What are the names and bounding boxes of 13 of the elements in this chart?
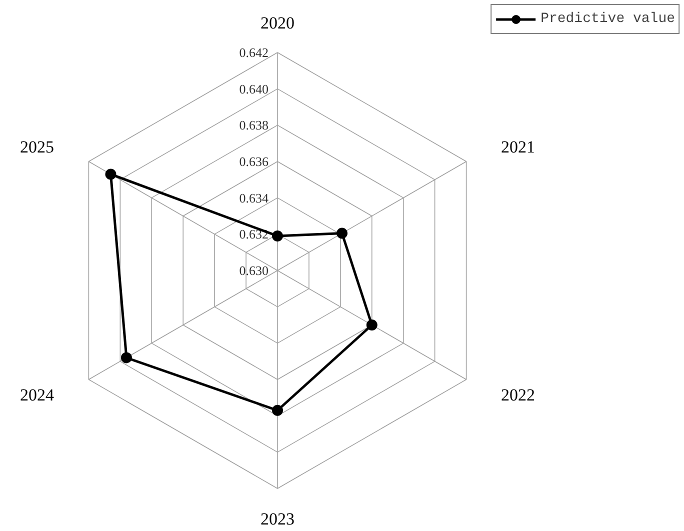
y-tick-label: 0.642: [239, 45, 268, 60]
y-tick-label: 0.634: [239, 190, 269, 206]
y-tick-label: 0.638: [239, 118, 268, 133]
y-tick-label: 0.640: [239, 81, 268, 96]
legend-label: Predictive value: [540, 11, 675, 27]
y-tick-label: 0.630: [239, 263, 268, 278]
spoke-label: 2023: [260, 510, 294, 528]
spoke-label: 2024: [20, 386, 54, 404]
spoke-label: 2021: [501, 138, 536, 156]
y-tick-label: 0.636: [239, 154, 269, 169]
spoke-label: 2025: [20, 138, 54, 156]
spoke-label: 2022: [501, 386, 536, 404]
spoke-label: 2020: [260, 14, 294, 32]
